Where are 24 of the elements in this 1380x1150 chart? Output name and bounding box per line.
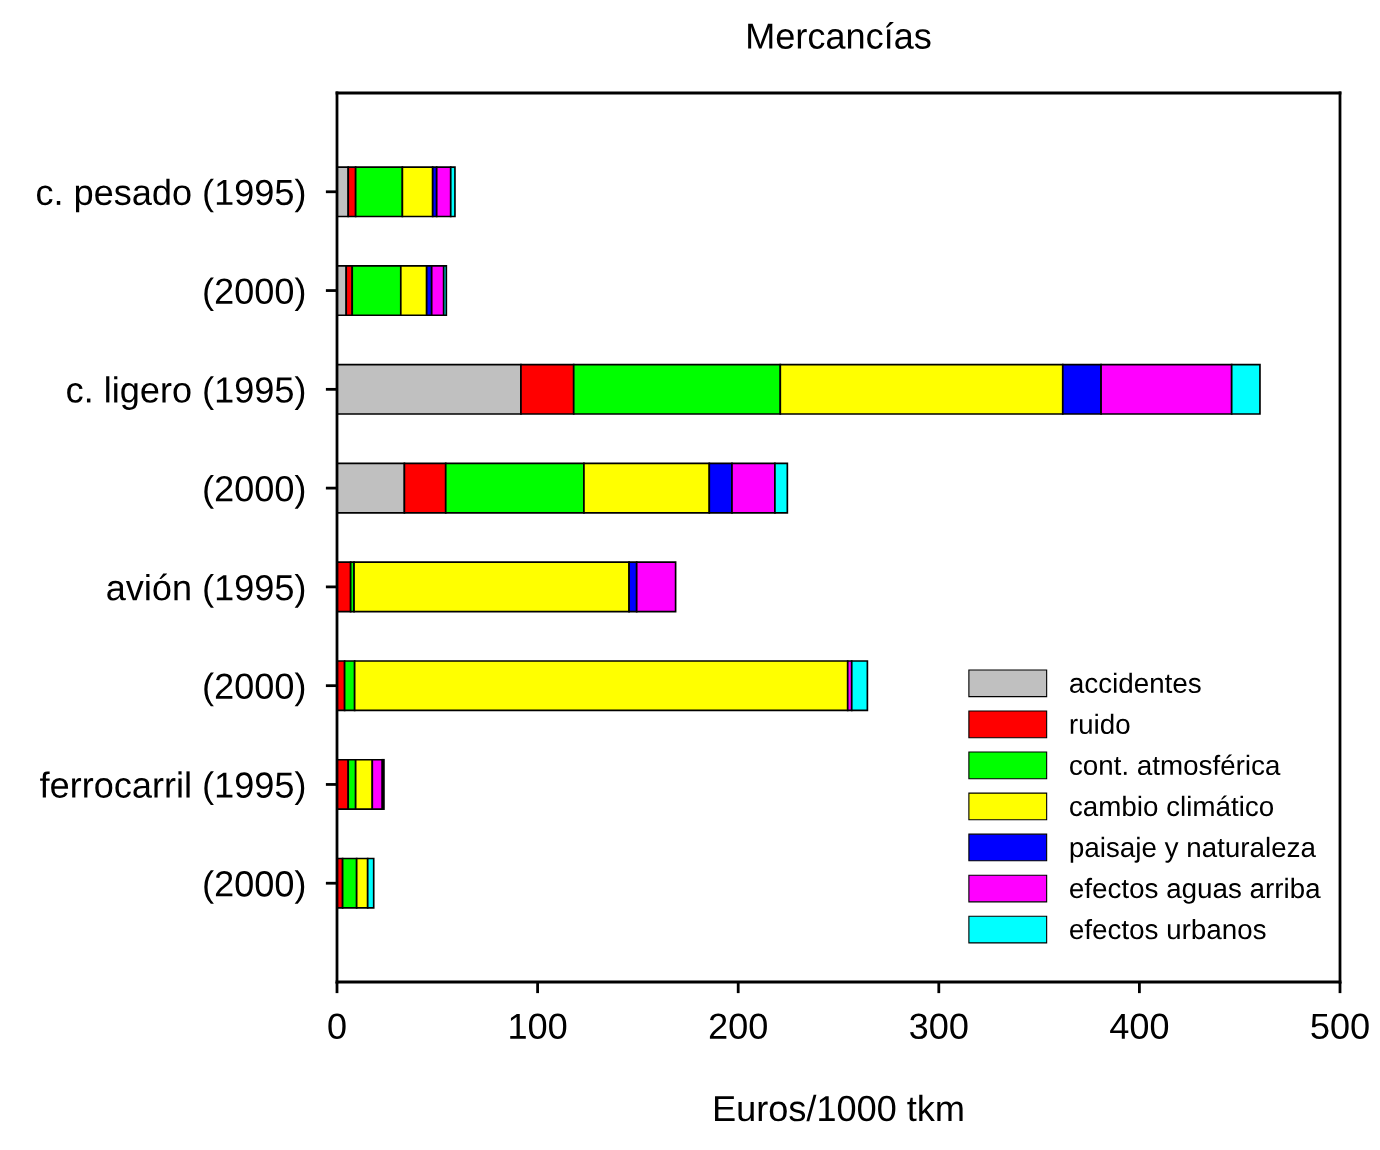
y-tick-label: (2000) [204, 870, 305, 904]
y-tick-label: (2000) [204, 277, 305, 312]
legend-label: ruido [1070, 713, 1130, 735]
x-tick-label: 400 [1110, 1013, 1169, 1040]
x-tick-label: 300 [910, 1013, 968, 1040]
x-axis-title: Euros/1000 tkm [715, 1094, 963, 1122]
legend-label: accidentes [1070, 672, 1201, 694]
legend-label: efectos urbanos [1070, 918, 1266, 940]
y-tick-label: (2000) [204, 672, 305, 707]
x-tick-label: 500 [1311, 1013, 1369, 1040]
x-tick-label: 0 [328, 1013, 346, 1040]
x-tick-label: 100 [510, 1013, 567, 1040]
legend-label: cambio climático [1070, 795, 1274, 817]
legend-label: cont. atmosférica [1070, 754, 1281, 776]
y-tick-label: avión (1995) [107, 573, 305, 608]
chart-title: Mercancías [748, 21, 931, 49]
x-tick-label: 200 [709, 1013, 767, 1040]
y-tick-label: ferrocarril (1995) [40, 771, 305, 806]
bar [850, 660, 869, 712]
legend-label: paisaje y naturaleza [1070, 836, 1316, 863]
y-tick-label: c. ligero (1995) [67, 376, 305, 410]
y-tick-label: (2000) [204, 475, 305, 509]
legend-label: efectos aguas arriba [1070, 877, 1321, 904]
y-tick-label: c. pesado (1995) [36, 178, 305, 213]
